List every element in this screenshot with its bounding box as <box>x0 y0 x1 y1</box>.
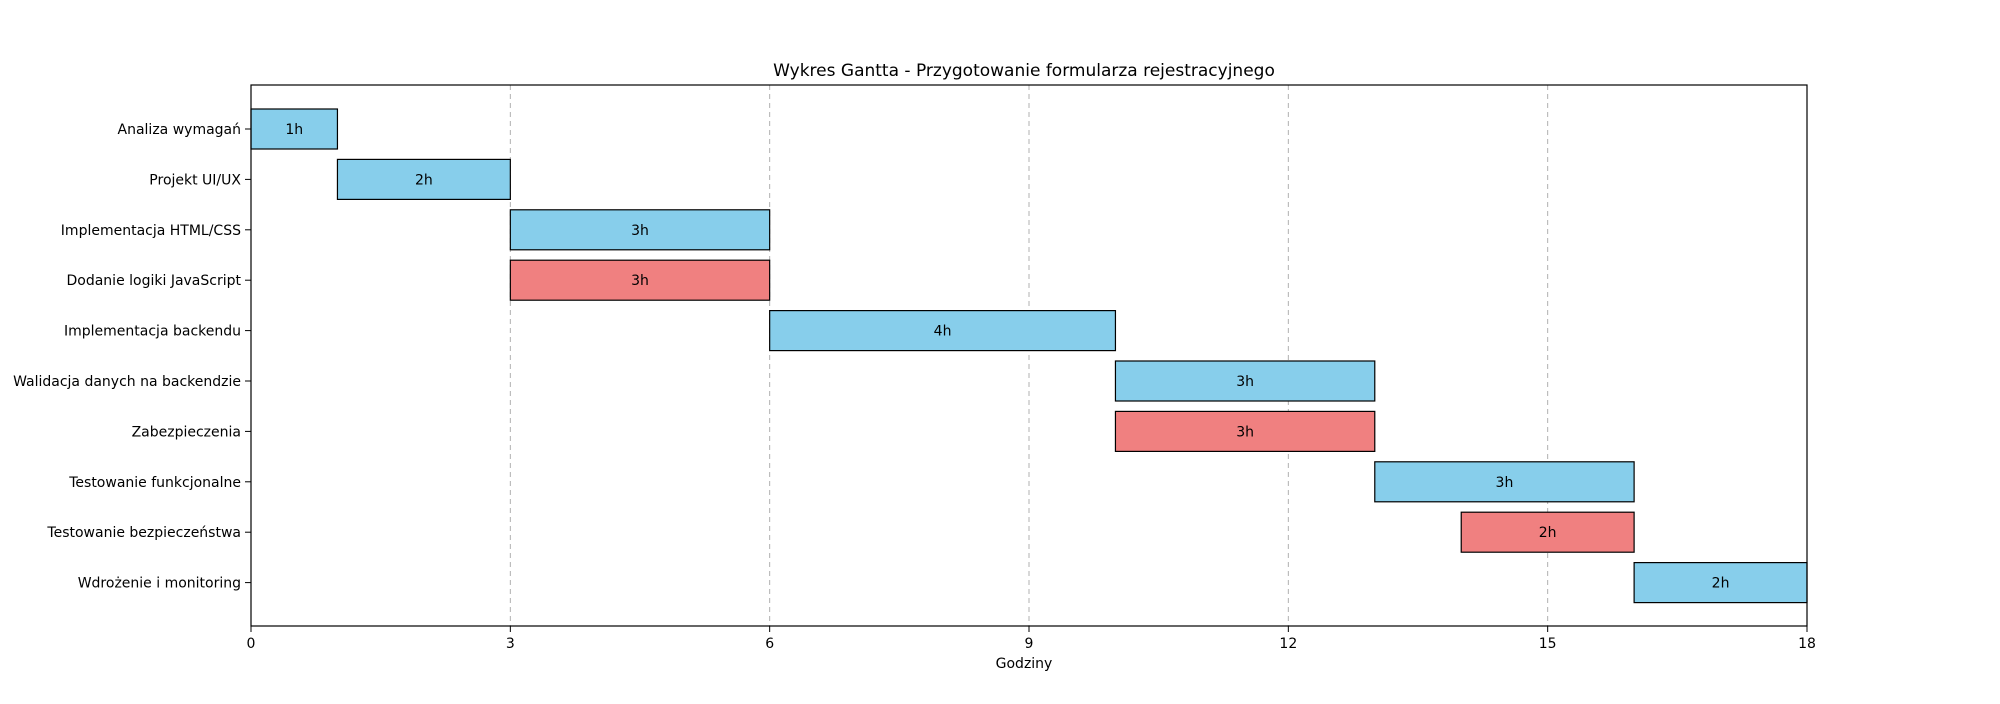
chart-title: Wykres Gantta - Przygotowanie formularza… <box>773 61 1275 81</box>
plot-frame <box>250 84 1808 627</box>
task-bar <box>1633 561 1808 604</box>
task-name-label: Implementacja backendu <box>64 324 241 340</box>
x-tick-label: 9 <box>1025 636 1034 652</box>
task-bar-label: 3h <box>631 273 649 289</box>
task-bar <box>1114 360 1376 402</box>
x-tick-label: 6 <box>765 636 774 652</box>
task-bar <box>509 209 771 251</box>
grid-layer <box>509 85 1549 626</box>
task-bar-label: 1h <box>285 122 303 138</box>
task-bar-label: 2h <box>1712 576 1730 592</box>
task-name-label: Testowanie bezpieczeństwa <box>46 525 241 541</box>
task-name-label: Projekt UI/UX <box>149 172 241 188</box>
x-axis-label: Godziny <box>996 656 1053 672</box>
x-tick-label: 12 <box>1279 636 1297 652</box>
task-name-label: Implementacja HTML/CSS <box>61 223 241 239</box>
x-tick-labels: 0 3 6 9 12 15 18 <box>247 626 1816 652</box>
task-bar-label: 2h <box>1539 525 1557 541</box>
task-name-label: Analiza wymagań <box>118 122 241 138</box>
task-bar-label: 3h <box>1496 475 1514 491</box>
task-bar <box>1460 511 1635 553</box>
task-bar <box>1114 410 1376 452</box>
x-tick-label: 18 <box>1798 636 1816 652</box>
x-tick-label: 15 <box>1539 636 1557 652</box>
task-name-label: Wdrożenie i monitoring <box>78 576 241 592</box>
task-bar <box>250 108 339 150</box>
x-tick-label: 0 <box>247 636 256 652</box>
x-tick-label: 3 <box>506 636 515 652</box>
task-name-label: Walidacja danych na backendzie <box>13 374 241 390</box>
task-bar <box>336 158 511 200</box>
bars-layer: 1h 2h 3h 3h 4h 3h 3h 3h 2h 2h <box>250 108 1808 604</box>
task-bar <box>509 259 771 301</box>
task-name-label: Testowanie funkcjonalne <box>68 475 241 491</box>
task-bar-label: 2h <box>415 172 433 188</box>
y-tick-labels: Analiza wymagań Projekt UI/UX Implementacj… <box>13 122 251 592</box>
task-bar-label: 3h <box>1236 424 1254 440</box>
task-name-label: Dodanie logiki JavaScript <box>67 273 242 289</box>
task-bar <box>769 310 1117 352</box>
task-bar <box>1374 461 1635 503</box>
task-bar-label: 3h <box>631 223 649 239</box>
task-bar-label: 3h <box>1236 374 1254 390</box>
task-bar-label: 4h <box>934 324 952 340</box>
task-name-label: Zabezpieczenia <box>132 424 241 440</box>
